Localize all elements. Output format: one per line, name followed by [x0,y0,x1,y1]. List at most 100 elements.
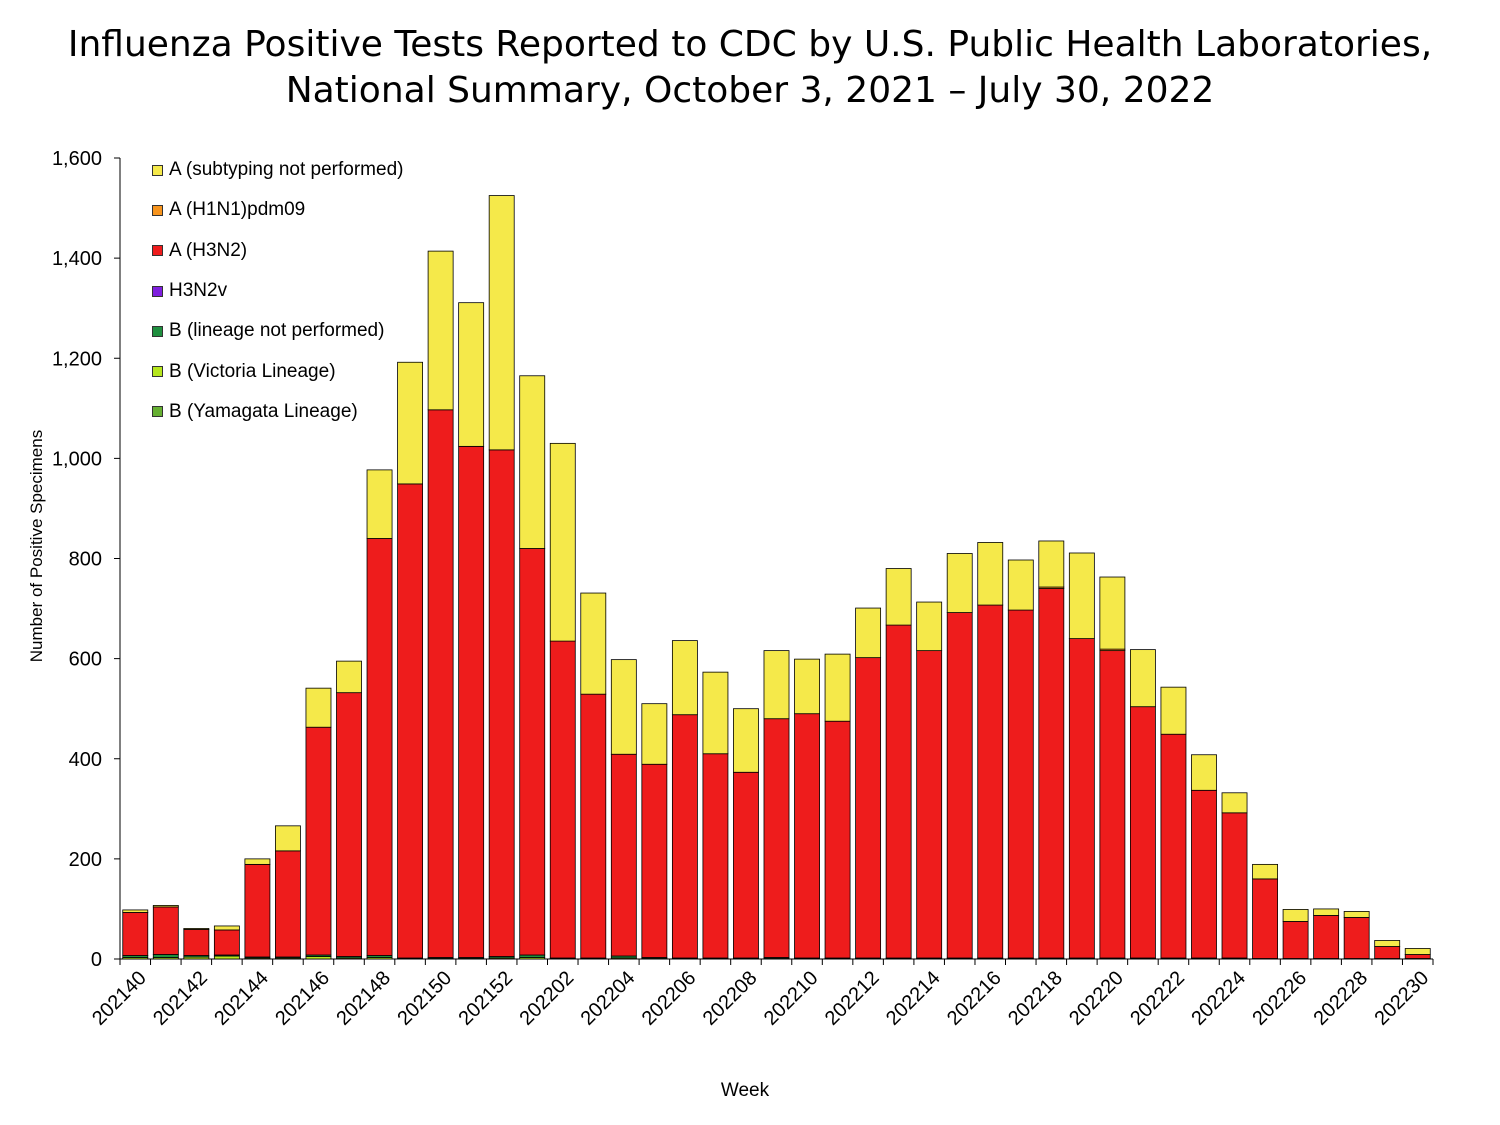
bar-stack-202219 [1068,552,1095,960]
legend-item: A (H3N2) [152,231,403,271]
legend-label: B (Yamagata Lineage) [169,400,358,422]
bar-segment [977,542,1004,606]
bar-segment [1038,588,1065,959]
bar-segment [397,361,424,485]
bar-segment [488,449,515,957]
bar-segment [1068,552,1095,639]
y-axis: 0 200 400 600 800 1,000 1,200 1,400 1,600 [52,148,121,971]
bar-stack-202144 [244,858,271,960]
bar-segment [1313,915,1340,959]
bar-segment [519,548,546,956]
bar-stack-202216 [977,542,1004,960]
bar-segment [122,909,149,913]
x-tick-label: 202204 [577,967,640,1030]
y-tick-label: 400 [69,749,102,771]
bar-segment [733,771,759,959]
y-tick-label: 1,000 [52,448,102,470]
legend-label: B (lineage not performed) [169,320,385,342]
bar-segment [1099,576,1126,650]
bar-stack-202215 [946,553,973,960]
bar-stack-202225 [1252,863,1278,960]
bar-segment [1313,908,1340,916]
x-tick-label: 202230 [1371,967,1434,1030]
bar-stack-202152 [488,195,515,960]
bar-segment [488,195,515,451]
bar-segment [336,660,362,694]
bar-segment [1343,917,1370,959]
bar-segment [152,905,179,908]
bar-segment [427,409,454,958]
legend-swatch [152,325,163,337]
bar-stack-202224 [1221,792,1248,960]
bar-stack-202141 [152,905,179,960]
legend: A (subtyping not performed) A (H1N1)pdm09… [152,150,403,432]
bar-segment [213,955,240,960]
bar-segment [1160,733,1187,959]
bar-segment [1007,609,1034,959]
legend-label: A (H3N2) [169,239,248,261]
bar-segment [1191,789,1217,959]
bar-segment [977,604,1004,959]
legend-swatch [152,164,163,176]
legend-swatch [152,285,163,297]
x-tick-label: 202152 [454,967,517,1030]
bar-segment [885,568,912,626]
bar-segment [824,653,851,722]
bar-segment [794,713,820,959]
bar-stack-202204 [610,659,637,960]
bar-segment [855,657,882,959]
legend-item: A (subtyping not performed) [152,150,403,190]
legend-swatch [152,245,163,257]
bar-segment [580,592,607,695]
bar-segment [244,863,271,958]
bar-segment [1404,954,1431,959]
bar-segment [275,850,301,958]
bar-stack-202202 [549,442,576,960]
bar-segment [183,928,210,930]
legend-swatch [152,366,163,378]
x-tick-label: 202142 [149,967,212,1030]
bar-stack-202209 [763,650,790,960]
x-tick-label: 202228 [1309,967,1372,1030]
x-tick-label: 202210 [760,967,823,1030]
bar-stack-202140 [122,909,149,960]
bar-segment [580,693,607,959]
bar-stack-202223 [1191,754,1217,960]
bar-segment [549,640,576,959]
bar-stack-202226 [1282,909,1309,960]
bar-segment [305,726,332,956]
bar-stack-202208 [733,708,759,960]
bar-segment [336,692,362,957]
bar-stack-202217 [1007,559,1034,960]
bar-stack-202147 [336,660,362,960]
bar-segment [1191,754,1217,791]
bar-segment [275,825,301,852]
chart-title-line1: Influenza Positive Tests Reported to CDC… [67,24,1433,65]
bar-segment [641,763,668,958]
bar-segment [1099,650,1126,959]
y-tick-label: 200 [69,849,102,871]
bar-segment [1282,921,1309,959]
bar-stack-202207 [702,671,729,960]
legend-label: A (subtyping not performed) [169,159,404,181]
bar-segment [1038,540,1065,588]
bar-stack-202220 [1099,576,1126,960]
bar-stack-202221 [1129,649,1156,960]
chart-title-line2: National Summary, October 3, 2021 – July… [285,70,1215,111]
bar-segment [366,538,393,956]
bar-segment [1221,792,1248,814]
x-tick-label: 202144 [210,967,273,1030]
bar-segment [458,302,485,447]
bar-segment [671,714,698,959]
legend-item: B (lineage not performed) [152,311,403,351]
bar-segment [763,650,790,720]
legend-item: A (H1N1)pdm09 [152,190,403,230]
bar-segment [1374,946,1401,959]
bar-stack-202212 [855,607,882,960]
y-tick-label: 1,400 [52,248,102,270]
bar-segment [519,375,546,549]
bar-segment [916,650,943,959]
x-tick-label: 202222 [1126,967,1189,1030]
bar-stack-202227 [1313,908,1340,960]
